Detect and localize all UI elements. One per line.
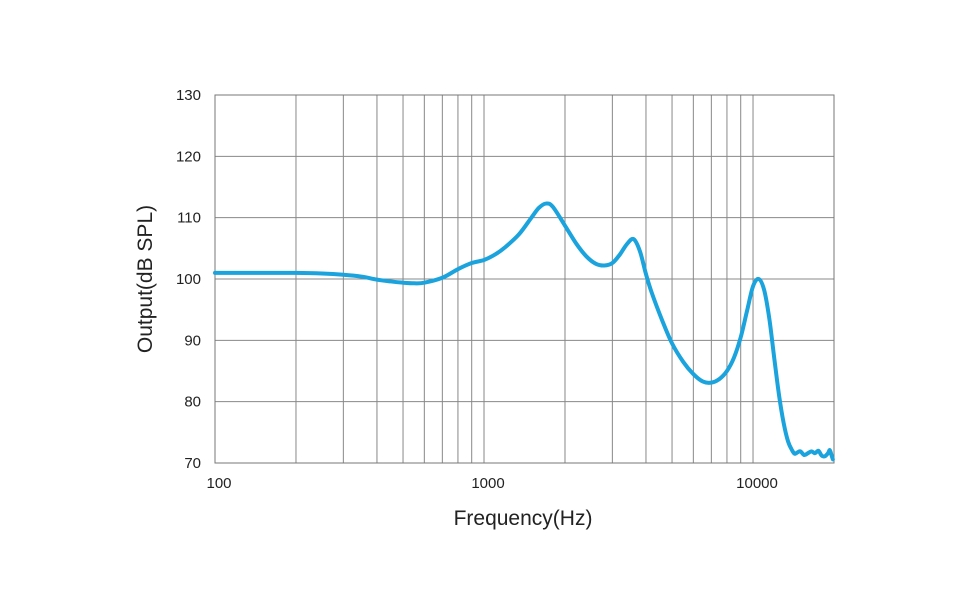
y-tick-label: 120 bbox=[176, 148, 201, 165]
y-tick-label: 90 bbox=[184, 332, 201, 349]
y-tick-label: 80 bbox=[184, 394, 201, 411]
y-axis-label: Output(dB SPL) bbox=[134, 205, 157, 353]
x-axis-label: Frequency(Hz) bbox=[454, 507, 593, 530]
y-tick-label: 100 bbox=[176, 271, 201, 288]
y-tick-label: 110 bbox=[177, 210, 201, 227]
y-tick-labels: 70 80 90 100 110 120 130 bbox=[176, 87, 201, 472]
series-line bbox=[213, 201, 835, 462]
x-tick-label: 100 bbox=[206, 475, 231, 492]
grid-lines bbox=[215, 94, 834, 464]
x-tick-label: 1000 bbox=[471, 475, 504, 492]
x-tick-label: 10000 bbox=[736, 475, 778, 492]
plot-frame bbox=[214, 94, 835, 464]
y-tick-label: 130 bbox=[176, 87, 201, 104]
y-tick-label: 70 bbox=[184, 455, 201, 472]
x-tick-labels: 100 1000 10000 bbox=[206, 475, 777, 492]
